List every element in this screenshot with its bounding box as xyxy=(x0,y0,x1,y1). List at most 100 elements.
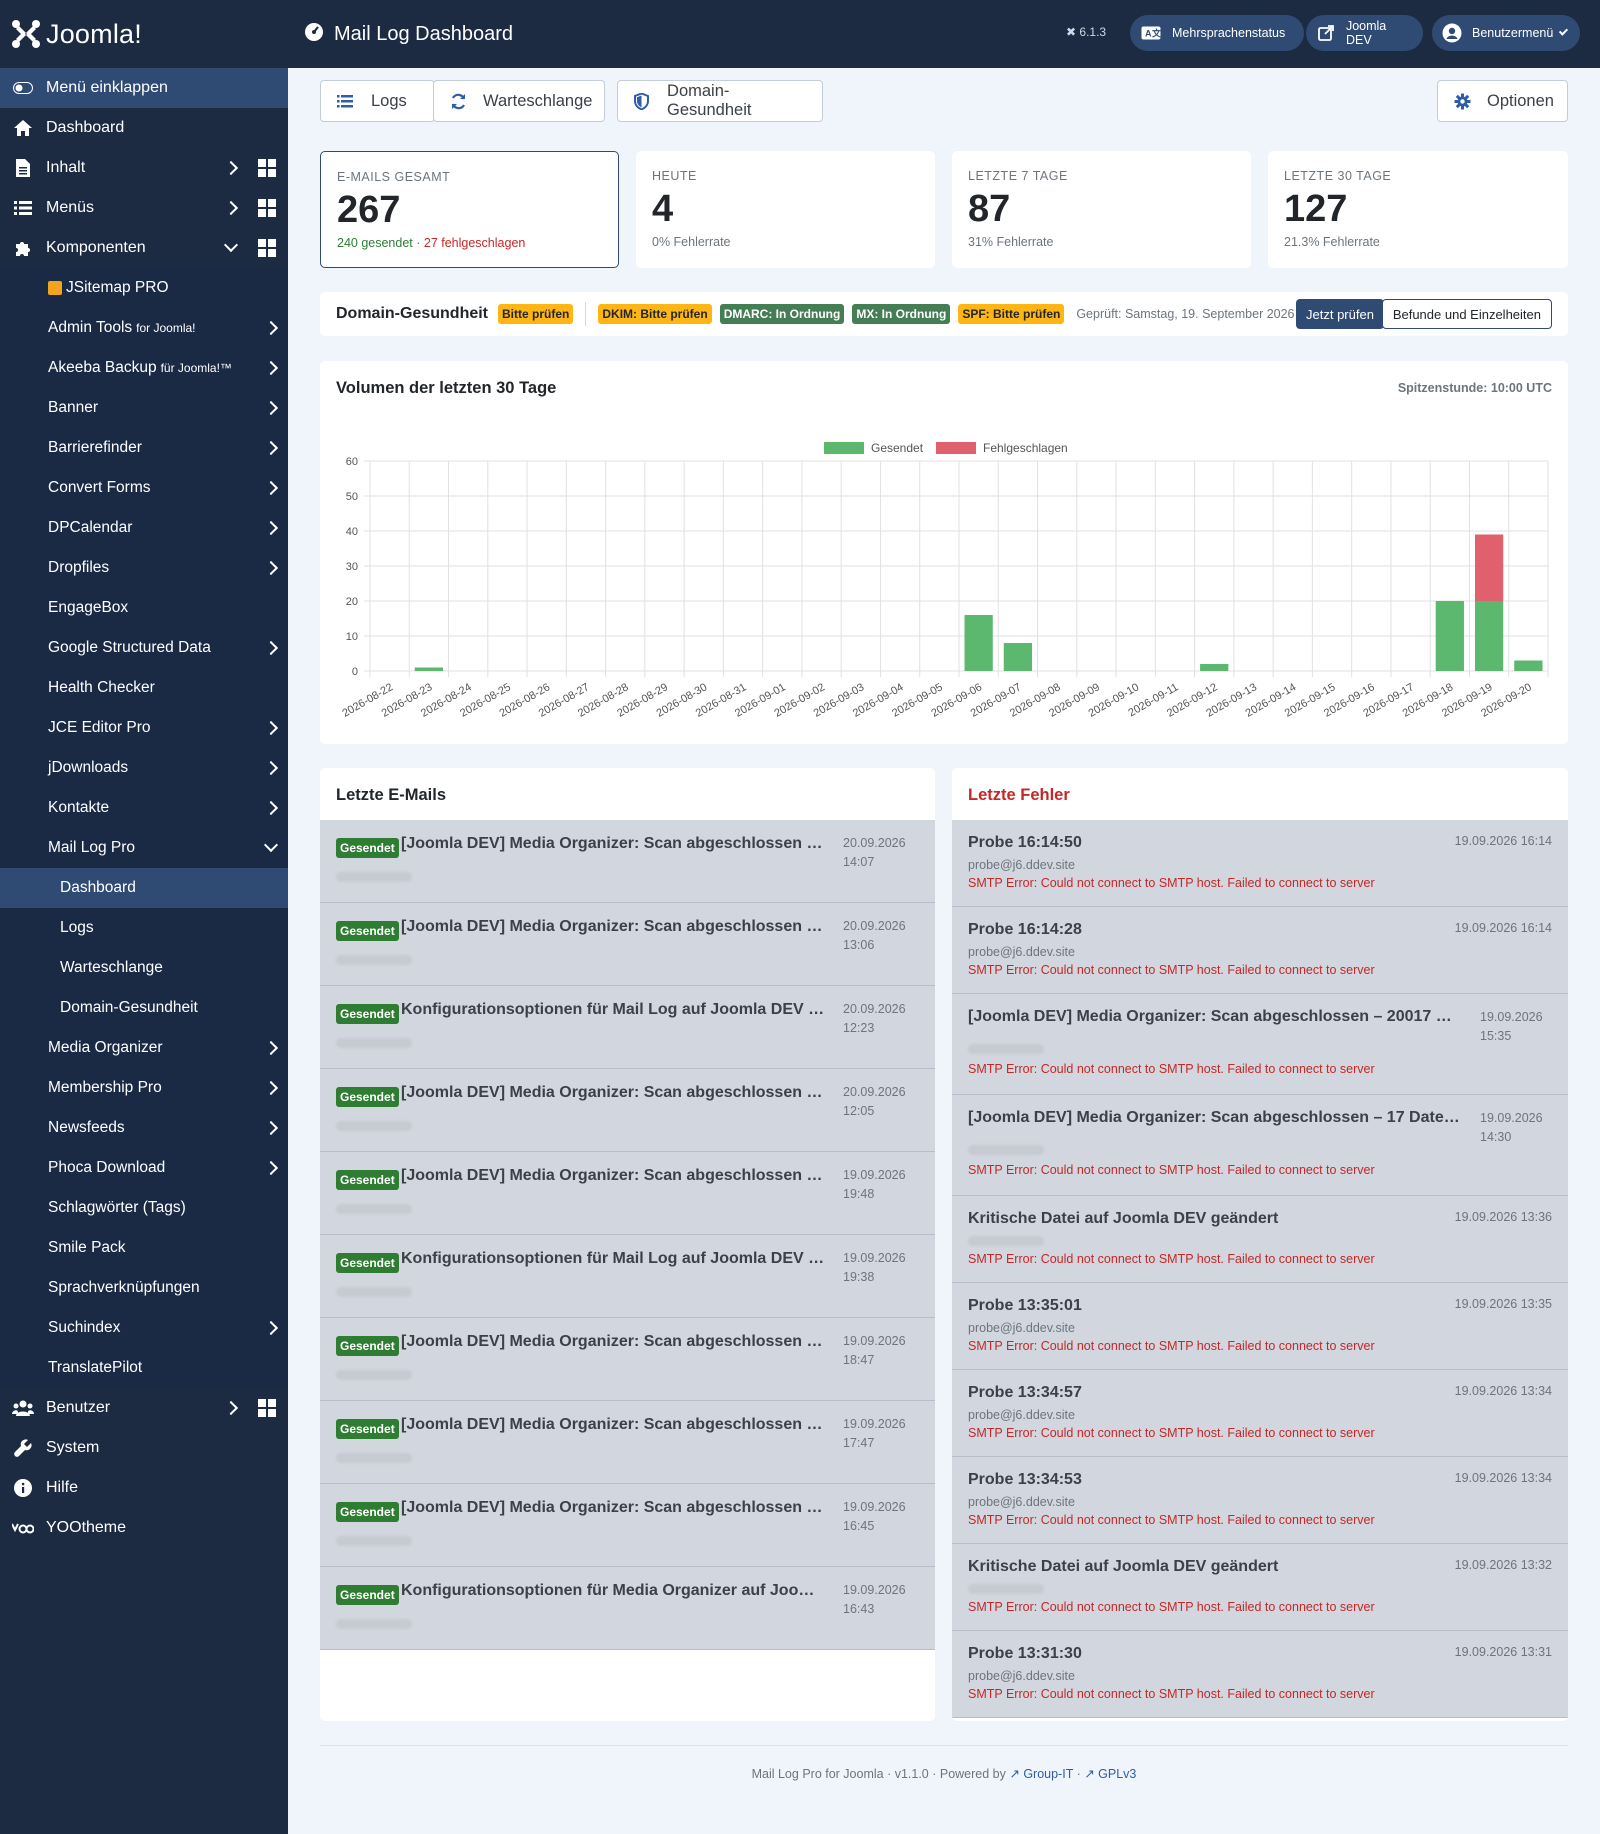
sidebar-maillog-item[interactable]: Warteschlange xyxy=(0,948,288,988)
sidebar-maillog-item[interactable]: Dashboard xyxy=(0,868,288,908)
y-tick-label: 50 xyxy=(346,491,358,503)
sidebar-subitem[interactable]: Admin Tools for Joomla! xyxy=(0,308,288,348)
bar-sent[interactable] xyxy=(1003,643,1033,671)
sidebar-maillog-item[interactable]: Logs xyxy=(0,908,288,948)
menu-collapse-toggle[interactable]: Menü einklappen xyxy=(0,68,288,108)
sidebar-item-yootheme[interactable]: YOOtheme xyxy=(0,1508,288,1548)
sidebar-subitem[interactable]: Convert Forms xyxy=(0,468,288,508)
sidebar-subitem[interactable]: Akeeba Backup für Joomla!™ xyxy=(0,348,288,388)
sent-badge: Gesendet xyxy=(336,1585,399,1605)
sidebar-subitem[interactable]: Smile Pack xyxy=(0,1228,288,1268)
sidebar-subitem[interactable]: Kontakte xyxy=(0,788,288,828)
sidebar-subitem[interactable]: Schlagwörter (Tags) xyxy=(0,1188,288,1228)
stat-card-total[interactable]: E-MAILS GESAMT 267 240 gesendet · 27 feh… xyxy=(320,151,619,268)
sidebar-subitem[interactable]: JSitemap PRO xyxy=(0,268,288,308)
domain-health-button[interactable]: Domain-Gesundheit xyxy=(617,80,823,122)
mail-row[interactable]: Gesendet [Joomla DEV] Media Organizer: Sc… xyxy=(320,1318,935,1401)
sidebar-item-components[interactable]: Komponenten xyxy=(0,228,288,268)
mail-row[interactable]: Gesendet Konfigurationsoptionen für Media… xyxy=(320,1567,935,1650)
dashboard-grid-icon[interactable] xyxy=(258,159,276,177)
mail-subject: [Joomla DEV] Media Organizer: Scan abges… xyxy=(401,918,826,935)
dashboard-grid-icon[interactable] xyxy=(258,1399,276,1417)
check-now-button[interactable]: Jetzt prüfen xyxy=(1296,299,1384,329)
error-row[interactable]: Probe 13:31:30 19.09.2026 13:31 probe@j6.d… xyxy=(952,1631,1568,1718)
bar-sent[interactable] xyxy=(964,615,993,671)
recipient-redacted xyxy=(336,1204,412,1214)
mail-row[interactable]: Gesendet [Joomla DEV] Media Organizer: Sc… xyxy=(320,1069,935,1152)
bar-sent[interactable] xyxy=(1474,601,1504,671)
sidebar-item-menus[interactable]: Menüs xyxy=(0,188,288,228)
queue-button[interactable]: Warteschlange xyxy=(433,80,605,122)
bar-sent[interactable] xyxy=(414,667,444,672)
dashboard-grid-icon[interactable] xyxy=(258,239,276,257)
sidebar-subitem[interactable]: Google Structured Data xyxy=(0,628,288,668)
bar-sent[interactable] xyxy=(1435,601,1464,671)
error-row[interactable]: Probe 16:14:28 19.09.2026 16:14 probe@j6.d… xyxy=(952,907,1568,994)
sidebar-subitem[interactable]: Membership Pro xyxy=(0,1068,288,1108)
sidebar-subitem-label: jDownloads xyxy=(48,759,129,776)
sidebar-subitem[interactable]: jDownloads xyxy=(0,748,288,788)
sidebar-item-users[interactable]: Benutzer xyxy=(0,1388,288,1428)
mail-row[interactable]: Gesendet Konfigurationsoptionen für Mail … xyxy=(320,986,935,1069)
bar-sent[interactable] xyxy=(1200,664,1229,671)
error-row[interactable]: Kritische Datei auf Joomla DEV geändert 1… xyxy=(952,1196,1568,1283)
joomla-logo[interactable]: Joomla! xyxy=(0,0,288,68)
sidebar-subitem-label: Google Structured Data xyxy=(48,639,211,656)
mail-subject: [Joomla DEV] Media Organizer: Scan abges… xyxy=(401,1499,826,1516)
stat-card-today[interactable]: HEUTE 4 0% Fehlerrate xyxy=(636,151,935,268)
stat-card-7days[interactable]: LETZTE 7 TAGE 87 31% Fehlerrate xyxy=(952,151,1251,268)
user-menu-button[interactable]: Benutzermenü xyxy=(1432,15,1580,51)
findings-details-button[interactable]: Befunde und Einzelheiten xyxy=(1381,299,1552,329)
sidebar-subitem[interactable]: Sprachverknüpfungen xyxy=(0,1268,288,1308)
dashboard-grid-icon[interactable] xyxy=(258,199,276,217)
sidebar-subitem[interactable]: Barrierefinder xyxy=(0,428,288,468)
sidebar-item-content[interactable]: Inhalt xyxy=(0,148,288,188)
mail-row[interactable]: Gesendet [Joomla DEV] Media Organizer: Sc… xyxy=(320,1484,935,1567)
mail-row[interactable]: Gesendet Konfigurationsoptionen für Mail … xyxy=(320,1235,935,1318)
mail-row[interactable]: Gesendet [Joomla DEV] Media Organizer: Sc… xyxy=(320,903,935,986)
sidebar-subitem[interactable]: Banner xyxy=(0,388,288,428)
legend-swatch-sent[interactable] xyxy=(824,442,864,454)
logs-button[interactable]: Logs xyxy=(320,80,435,122)
options-button[interactable]: Optionen xyxy=(1437,80,1568,122)
stat-card-30days[interactable]: LETZTE 30 TAGE 127 21.3% Fehlerrate xyxy=(1268,151,1568,268)
sidebar-item-help[interactable]: Hilfe xyxy=(0,1468,288,1508)
stat-sub: 240 gesendet · 27 fehlgeschlagen xyxy=(337,236,602,250)
sidebar-subitem[interactable]: Dropfiles xyxy=(0,548,288,588)
chevron-right-icon xyxy=(263,1040,279,1056)
mx-badge: MX: In Ordnung xyxy=(852,304,951,324)
sidebar-maillog-item[interactable]: Domain-Gesundheit xyxy=(0,988,288,1028)
error-row[interactable]: [Joomla DEV] Media Organizer: Scan abges… xyxy=(952,994,1568,1095)
sidebar-item-system[interactable]: System xyxy=(0,1428,288,1468)
sidebar-subitem[interactable]: Phoca Download xyxy=(0,1148,288,1188)
site-link-button[interactable]: Joomla DEV xyxy=(1306,15,1423,51)
error-row[interactable]: Probe 13:34:53 19.09.2026 13:34 probe@j6.d… xyxy=(952,1457,1568,1544)
chevron-right-icon xyxy=(223,160,239,176)
error-row[interactable]: Probe 13:34:57 19.09.2026 13:34 probe@j6.d… xyxy=(952,1370,1568,1457)
sidebar-subitem[interactable]: Media Organizer xyxy=(0,1028,288,1068)
mail-row[interactable]: Gesendet [Joomla DEV] Media Organizer: Sc… xyxy=(320,1401,935,1484)
group-it-link[interactable]: ↗ Group-IT xyxy=(1009,1767,1074,1781)
sidebar-item-maillog[interactable]: Mail Log Pro xyxy=(0,828,288,868)
legend-swatch-failed[interactable] xyxy=(936,442,976,454)
sidebar-item-dashboard[interactable]: Dashboard xyxy=(0,108,288,148)
gplv3-link[interactable]: ↗ GPLv3 xyxy=(1084,1767,1137,1781)
sidebar-subitem[interactable]: Newsfeeds xyxy=(0,1108,288,1148)
bar-failed[interactable] xyxy=(1474,534,1504,602)
sidebar-subitem[interactable]: EngageBox xyxy=(0,588,288,628)
sidebar-subitem[interactable]: Health Checker xyxy=(0,668,288,708)
sidebar-subitem[interactable]: JCE Editor Pro xyxy=(0,708,288,748)
bar-sent[interactable] xyxy=(1514,660,1543,672)
sidebar-subitem[interactable]: Suchindex xyxy=(0,1308,288,1348)
sidebar-subitem[interactable]: DPCalendar xyxy=(0,508,288,548)
error-row[interactable]: Kritische Datei auf Joomla DEV geändert 1… xyxy=(952,1544,1568,1631)
mail-row[interactable]: Gesendet [Joomla DEV] Media Organizer: Sc… xyxy=(320,820,935,903)
sidebar-subitem[interactable]: TranslatePilot xyxy=(0,1348,288,1388)
mail-row[interactable]: Gesendet [Joomla DEV] Media Organizer: Sc… xyxy=(320,1152,935,1235)
error-row[interactable]: Probe 16:14:50 19.09.2026 16:14 probe@j6.d… xyxy=(952,820,1568,907)
error-row[interactable]: Probe 13:35:01 19.09.2026 13:35 probe@j6.d… xyxy=(952,1283,1568,1370)
error-row[interactable]: [Joomla DEV] Media Organizer: Scan abges… xyxy=(952,1095,1568,1196)
